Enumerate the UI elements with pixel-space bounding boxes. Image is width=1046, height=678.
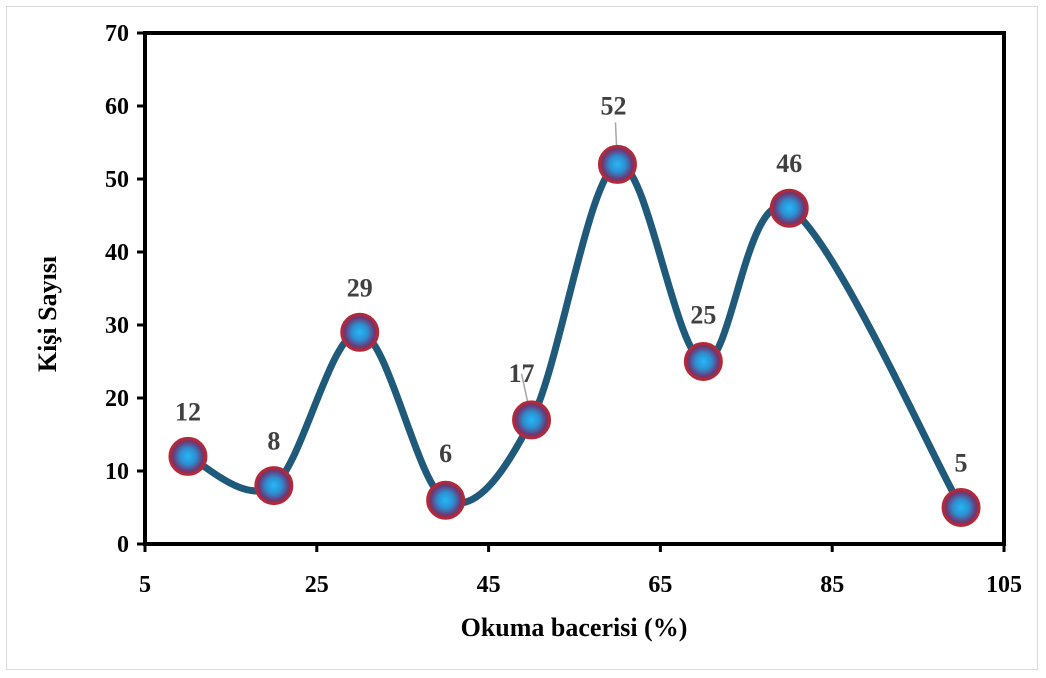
data-label: 29 bbox=[347, 273, 373, 302]
data-label: 5 bbox=[955, 449, 968, 478]
data-point bbox=[512, 400, 552, 440]
data-label: 12 bbox=[175, 397, 201, 426]
x-tick-label: 5 bbox=[139, 572, 151, 598]
y-tick-label: 0 bbox=[117, 532, 129, 558]
chart-frame bbox=[6, 6, 1038, 670]
data-label: 6 bbox=[439, 439, 452, 468]
data-point bbox=[426, 480, 466, 520]
y-axis-title: Kişi Sayısı bbox=[33, 256, 62, 372]
x-tick-label: 45 bbox=[477, 572, 501, 598]
y-tick-label: 60 bbox=[105, 94, 129, 120]
x-tick-label: 25 bbox=[305, 572, 329, 598]
y-tick-label: 50 bbox=[105, 167, 129, 193]
data-point bbox=[683, 342, 723, 381]
data-point bbox=[769, 188, 809, 228]
y-tick-label: 30 bbox=[105, 313, 129, 339]
x-tick-label: 105 bbox=[986, 572, 1022, 598]
data-label: 8 bbox=[267, 427, 280, 456]
data-point bbox=[168, 436, 208, 476]
series-line bbox=[184, 160, 965, 511]
data-point bbox=[597, 144, 637, 184]
y-tick-label: 40 bbox=[105, 240, 129, 266]
data-label: 52 bbox=[600, 91, 626, 120]
data-label: 25 bbox=[690, 301, 716, 330]
data-point bbox=[340, 312, 380, 352]
x-axis-title: Okuma bacerisi (%) bbox=[461, 613, 688, 642]
x-tick-label: 85 bbox=[820, 572, 844, 598]
y-tick-label: 10 bbox=[105, 459, 129, 485]
data-label: 46 bbox=[776, 149, 802, 178]
data-label: 17 bbox=[509, 359, 535, 388]
y-tick-label: 20 bbox=[105, 386, 129, 412]
plot-area-border bbox=[143, 31, 1006, 546]
x-tick-label: 65 bbox=[648, 572, 672, 598]
data-point bbox=[941, 488, 981, 527]
data-point bbox=[254, 466, 294, 506]
y-tick-label: 70 bbox=[105, 21, 129, 47]
